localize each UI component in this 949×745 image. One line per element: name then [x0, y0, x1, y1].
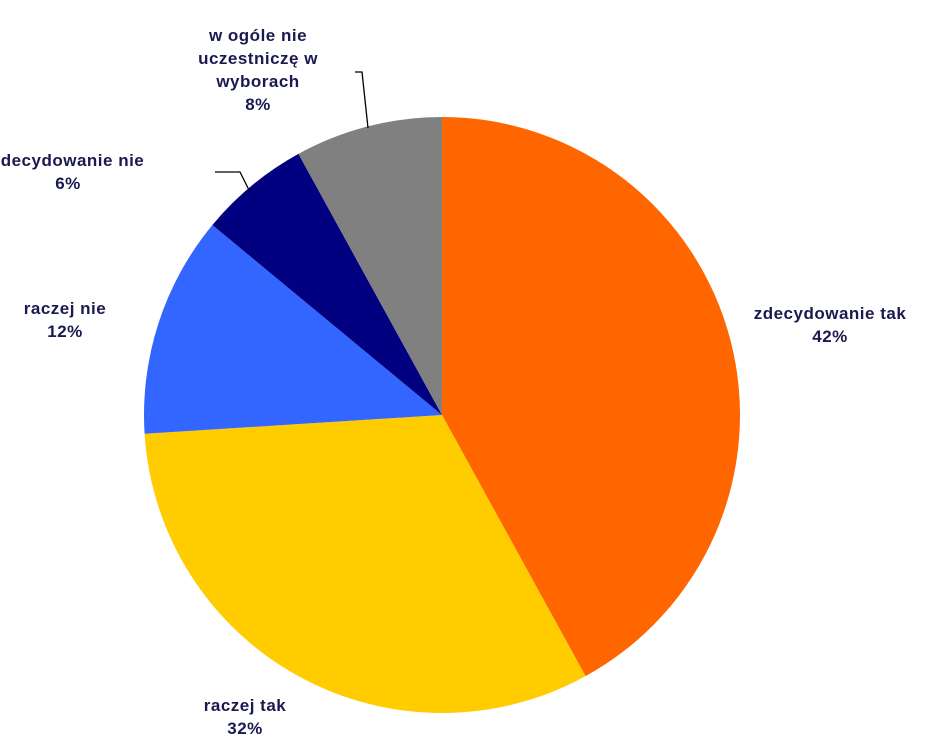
- slice-label: zdecydowanie tak 42%: [720, 302, 940, 348]
- slice-label: raczej nie 12%: [5, 297, 125, 343]
- value-label: 32%: [227, 719, 263, 738]
- pie-slice: [144, 225, 442, 434]
- pie-slice: [442, 117, 741, 677]
- slice-label: raczej tak 32%: [170, 694, 320, 740]
- leader-line: [215, 171, 251, 193]
- category-label: zdecydowanie nie: [0, 151, 145, 170]
- value-label: 12%: [47, 322, 83, 341]
- slice-label: w ogóle nie uczestniczę w wyborach 8%: [178, 24, 338, 116]
- category-label: zdecydowanie tak: [753, 304, 907, 323]
- value-label: 42%: [812, 327, 848, 346]
- pie-slice: [212, 153, 442, 416]
- pie-slice: [144, 415, 586, 714]
- category-label: raczej tak: [203, 696, 287, 715]
- category-label: w ogóle nie uczestniczę w wyborach: [198, 26, 318, 91]
- leader-line: [355, 71, 369, 129]
- value-label: 8%: [245, 95, 271, 114]
- value-label: 6%: [55, 174, 81, 193]
- category-label: raczej nie: [23, 299, 107, 318]
- slice-label: zdecydowanie nie 6%: [0, 149, 168, 195]
- pie-slice: [298, 117, 442, 415]
